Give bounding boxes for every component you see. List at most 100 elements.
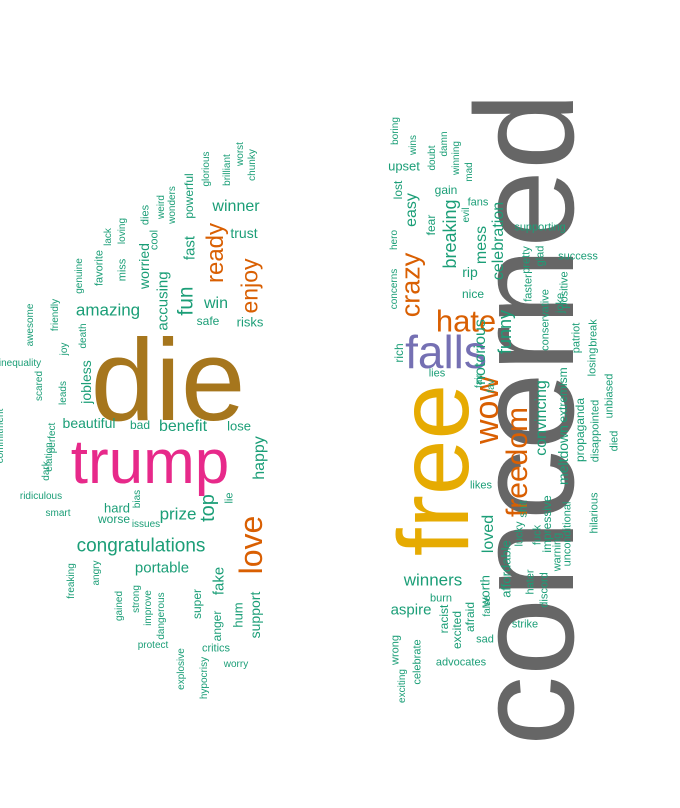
word-trump: trump <box>70 428 230 497</box>
word-supporting: supporting <box>514 221 566 234</box>
word-hilarious: hilarious <box>588 492 601 534</box>
word-exciting: exciting <box>397 669 408 703</box>
word-gain: gain <box>434 183 458 197</box>
word-discord: discord <box>538 572 551 608</box>
word-loved: loved <box>480 514 497 554</box>
word-nice: nice <box>461 287 485 301</box>
word-pretty: pretty <box>520 246 533 274</box>
word-success: success <box>558 250 598 263</box>
word-dies: dies <box>139 204 152 226</box>
word-ready: ready <box>202 222 229 284</box>
word-bad: bad <box>129 418 151 432</box>
word-enjoy: enjoy <box>236 258 263 314</box>
word-hate: hate <box>435 303 497 339</box>
word-doubt: doubt <box>427 145 438 171</box>
word-bias: bias <box>132 489 143 509</box>
word-loving: loving <box>117 217 128 245</box>
word-died: died <box>608 430 621 452</box>
word-issues: issues <box>131 519 161 530</box>
word-losing: losing <box>586 347 599 377</box>
word-fuck: fuck <box>531 524 544 546</box>
word-beautiful: beautiful <box>62 415 116 431</box>
word-worst: worst <box>235 142 246 166</box>
word-glorious: glorious <box>201 151 212 187</box>
word-likes: likes <box>469 479 493 492</box>
word-excited: excited <box>450 610 464 650</box>
word-protect: protect <box>137 640 169 651</box>
word-sad: sad <box>476 633 494 646</box>
word-weird: weird <box>156 195 167 219</box>
word-chunky: chunky <box>247 149 258 181</box>
word-favorite: favorite <box>93 249 106 287</box>
word-glad: glad <box>534 245 547 267</box>
word-gained: gained <box>114 590 125 622</box>
word-wins: wins <box>408 134 419 156</box>
word-easy: easy <box>403 193 420 227</box>
word-meltdown: meltdown <box>555 425 571 485</box>
word-congratulations: congratulations <box>76 535 206 557</box>
word-lose: lose <box>227 418 251 434</box>
word-freaking: freaking <box>66 563 77 599</box>
word-upset: upset <box>388 158 420 174</box>
word-cool: cool <box>148 229 161 251</box>
word-disappointed: disappointed <box>589 399 602 463</box>
word-warning: warning <box>551 532 564 572</box>
word-love: love <box>233 515 269 575</box>
word-winners: winners <box>403 570 463 590</box>
word-worry: worry <box>223 659 249 670</box>
word-lack: lack <box>103 228 114 246</box>
word-die: die <box>90 315 246 445</box>
word-miss: miss <box>116 258 129 282</box>
word-lie: lie <box>223 492 236 504</box>
word-patriot: patriot <box>570 322 583 354</box>
word-burn: burn <box>429 592 453 605</box>
word-unbiased: unbiased <box>603 373 616 419</box>
word-top: top <box>197 494 219 522</box>
word-fear: fear <box>424 214 438 236</box>
word-damn: damn <box>439 131 450 157</box>
word-risks: risks <box>236 314 264 330</box>
word-strong: strong <box>131 585 142 613</box>
word-portable: portable <box>134 559 190 577</box>
word-affordable: affordable <box>498 540 514 598</box>
word-worse: worse <box>97 512 131 526</box>
word-lies: lies <box>428 367 446 380</box>
word-afraid: afraid <box>463 601 477 633</box>
word-extremism: extremism <box>556 367 570 423</box>
word-elation: elation <box>44 442 55 472</box>
word-strike: strike <box>511 618 539 631</box>
word-prize: prize <box>159 504 197 524</box>
word-super: super <box>190 588 204 620</box>
word-leads: leads <box>58 381 69 405</box>
word-friendly: friendly <box>50 298 61 332</box>
word-hard: hard <box>103 500 131 516</box>
word-rich: rich <box>392 343 406 363</box>
word-conservative: conservative <box>539 289 552 351</box>
word-propaganda: propaganda <box>573 397 587 463</box>
word-safe: safe <box>196 314 220 328</box>
word-hypocrisy: hypocrisy <box>199 656 210 700</box>
word-concerns: concerns <box>389 268 400 310</box>
word-fair: fair <box>474 374 485 388</box>
word-fake: fake <box>210 566 228 596</box>
word-wonders: wonders <box>167 186 178 224</box>
word-happy: happy <box>251 436 268 480</box>
word-crazy: crazy <box>395 252 426 318</box>
word-accusing: accusing <box>154 271 172 331</box>
word-aspire: aspire <box>390 601 432 619</box>
word-falls: falls <box>405 326 487 378</box>
word-unconditional: unconditional <box>561 501 574 567</box>
word-genuine: genuine <box>74 258 85 294</box>
word-death: death <box>78 323 89 349</box>
word-convincing: convincing <box>533 380 550 456</box>
word-ridiculous: ridiculous <box>19 491 63 502</box>
word-lucky: lucky <box>513 521 526 547</box>
word-hater: hater <box>524 569 537 595</box>
word-shit: shit <box>517 500 530 518</box>
word-funny: funny <box>495 309 515 355</box>
word-amazing: amazing <box>75 300 141 320</box>
word-angry: angry <box>91 560 102 586</box>
word-brilliant: brilliant <box>222 154 233 186</box>
word-jobless: jobless <box>78 360 94 404</box>
